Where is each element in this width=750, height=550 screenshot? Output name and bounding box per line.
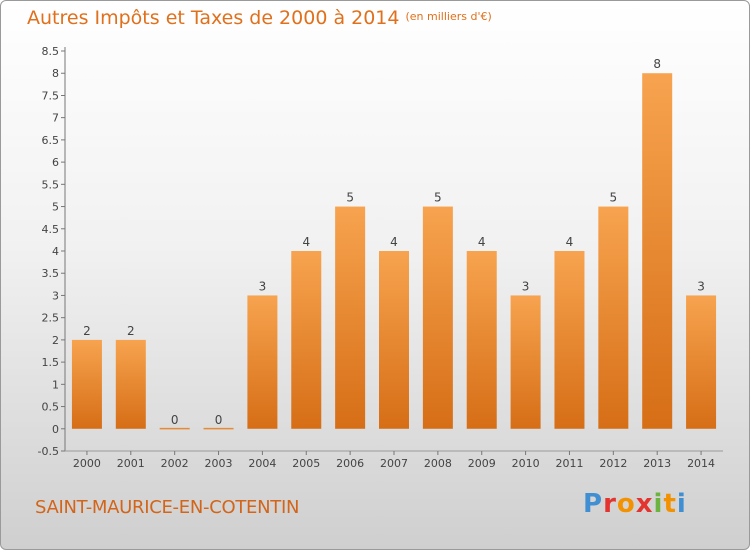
data-label: 5 [346, 191, 354, 205]
commune-name: SAINT-MAURICE-EN-COTENTIN [35, 497, 300, 518]
data-label: 3 [522, 279, 530, 293]
y-tick-label: 4.5 [42, 223, 60, 236]
data-label: 5 [434, 191, 442, 205]
data-label: 3 [259, 279, 267, 293]
bar [115, 339, 146, 429]
logo-letter: i [676, 489, 687, 519]
bar [598, 206, 629, 429]
y-tick-label: 8.5 [42, 45, 60, 58]
y-tick-label: 3.5 [42, 267, 60, 280]
data-label: 0 [171, 413, 179, 427]
y-tick-label: 4 [52, 245, 59, 258]
data-label: 0 [215, 413, 223, 427]
bar [335, 206, 366, 429]
y-tick-label: 2.5 [42, 312, 60, 325]
bar [291, 251, 322, 429]
x-tick-label: 2007 [380, 457, 408, 470]
x-tick-label: 2009 [468, 457, 496, 470]
y-tick-label: 1 [52, 378, 59, 391]
bar [247, 295, 278, 429]
bar [71, 339, 102, 429]
y-tick-label: -0.5 [38, 445, 59, 458]
data-label: 3 [697, 279, 705, 293]
bar [379, 251, 409, 429]
x-tick-label: 2008 [424, 457, 452, 470]
x-tick-label: 2013 [643, 457, 671, 470]
data-label: 2 [127, 324, 135, 338]
x-tick-label: 2001 [117, 457, 145, 470]
x-tick-label: 2006 [336, 457, 364, 470]
y-tick-label: 5 [52, 201, 59, 214]
y-tick-label: 0 [52, 423, 59, 436]
data-label: 4 [566, 235, 574, 249]
logo-letter: t [663, 489, 677, 519]
bar [686, 295, 717, 429]
x-tick-label: 2000 [73, 457, 101, 470]
bar [203, 427, 234, 430]
bar [466, 251, 497, 429]
y-tick-label: 7.5 [42, 89, 60, 102]
y-tick-label: 8 [52, 67, 59, 80]
chart-title: Autres Impôts et Taxes de 2000 à 2014 (en… [27, 7, 492, 29]
data-label: 8 [653, 57, 661, 71]
logo-letter: x [635, 489, 654, 519]
y-tick-label: 0.5 [42, 401, 60, 414]
y-tick-label: 7 [52, 112, 59, 125]
x-tick-label: 2010 [512, 457, 540, 470]
x-tick-label: 2003 [205, 457, 233, 470]
data-label: 5 [610, 191, 618, 205]
data-label: 4 [478, 235, 486, 249]
logo-letter: i [653, 489, 664, 519]
bar [422, 206, 453, 429]
x-tick-label: 2005 [292, 457, 320, 470]
y-tick-label: 3 [52, 289, 59, 302]
proxiti-logo: Proxiti [583, 489, 687, 519]
logo-letter: o [616, 489, 636, 519]
chart-title-text: Autres Impôts et Taxes de 2000 à 2014 [27, 7, 400, 29]
bar [159, 427, 190, 430]
y-tick-label: 6 [52, 156, 59, 169]
data-label: 4 [302, 235, 310, 249]
logo-letter: P [583, 489, 604, 519]
bar [642, 73, 673, 429]
y-tick-label: 5.5 [42, 178, 60, 191]
data-label: 4 [390, 235, 398, 249]
x-tick-label: 2014 [687, 457, 715, 470]
x-tick-label: 2004 [248, 457, 276, 470]
logo-letter: r [603, 489, 617, 519]
x-tick-label: 2012 [599, 457, 627, 470]
y-tick-label: 6.5 [42, 134, 60, 147]
x-tick-label: 2011 [555, 457, 583, 470]
unit-note: (en milliers d'€) [405, 10, 492, 23]
data-label: 2 [83, 324, 91, 338]
bar [554, 251, 585, 429]
bar [510, 295, 541, 429]
y-tick-label: 1.5 [42, 356, 60, 369]
x-tick-label: 2002 [161, 457, 189, 470]
y-tick-label: 2 [52, 334, 59, 347]
